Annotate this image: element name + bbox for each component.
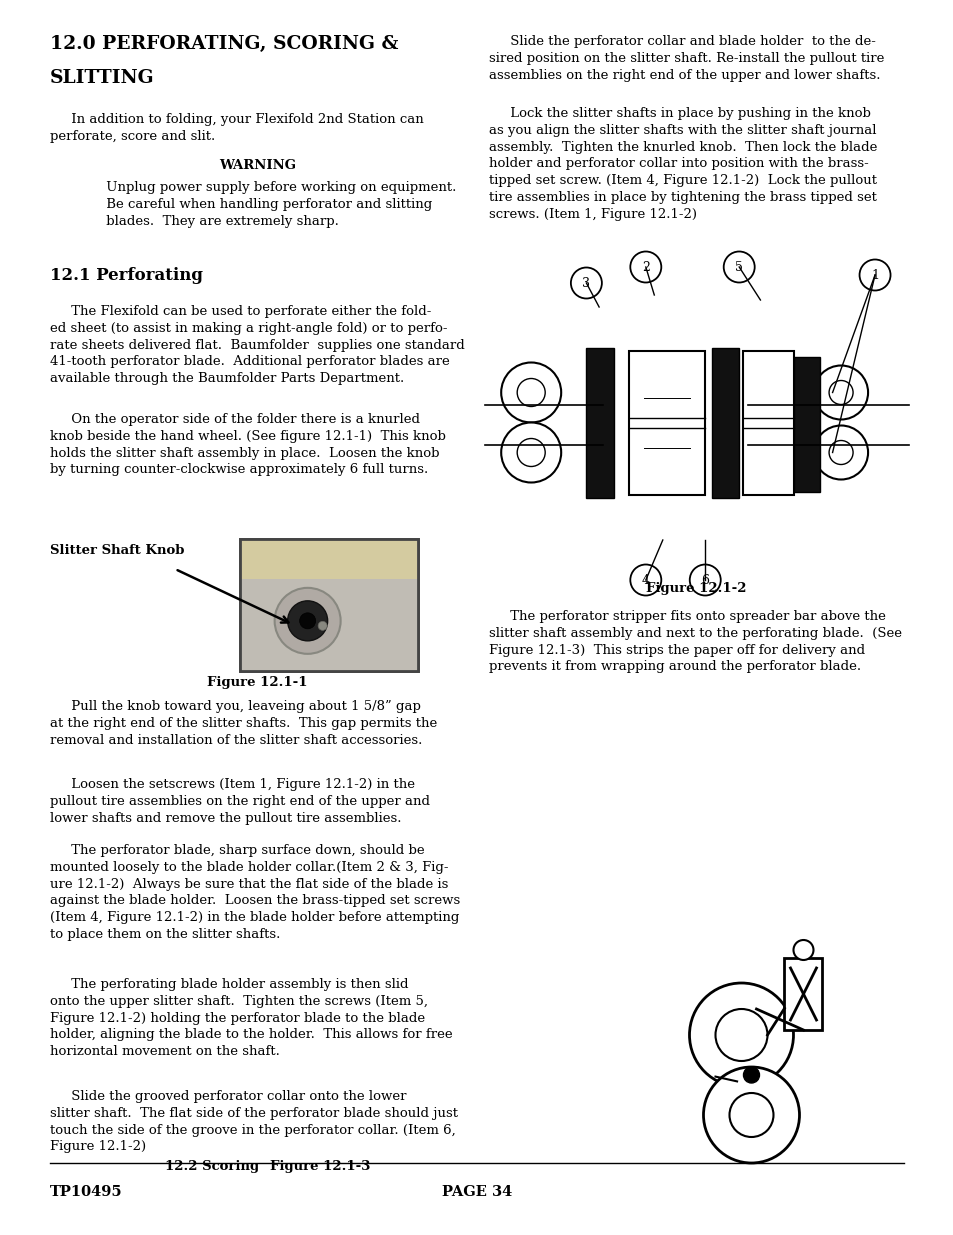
Text: 4: 4	[641, 573, 649, 587]
Bar	[628, 351, 704, 494]
Bar	[794, 357, 819, 492]
Bar	[240, 538, 417, 671]
Text: The perforator stripper fits onto spreader bar above the
slitter shaft assembly : The perforator stripper fits onto spread…	[489, 610, 902, 673]
Circle shape	[570, 268, 601, 299]
Text: Figure 12.1-1: Figure 12.1-1	[207, 676, 307, 689]
Text: TP10495: TP10495	[50, 1186, 123, 1199]
Text: In addition to folding, your Flexifold 2nd Station can
perforate, score and slit: In addition to folding, your Flexifold 2…	[50, 112, 423, 143]
Circle shape	[729, 1093, 773, 1137]
Bar	[240, 538, 417, 579]
Text: 5: 5	[735, 261, 742, 273]
Circle shape	[813, 366, 867, 420]
Circle shape	[828, 441, 852, 464]
Text: The perforating blade holder assembly is then slid
onto the upper slitter shaft.: The perforating blade holder assembly is…	[50, 978, 452, 1058]
Text: The perforator blade, sharp surface down, should be
mounted loosely to the blade: The perforator blade, sharp surface down…	[50, 844, 459, 941]
Text: 12.2 Scoring: 12.2 Scoring	[165, 1160, 259, 1173]
Text: Slitter Shaft Knob: Slitter Shaft Knob	[50, 543, 184, 557]
Text: Slide the perforator collar and blade holder  to the de-
sired position on the s: Slide the perforator collar and blade ho…	[489, 35, 884, 82]
Text: Unplug power supply before working on equipment.
     Be careful when handling p: Unplug power supply before working on eq…	[85, 182, 456, 227]
Bar	[240, 579, 417, 671]
Text: The Flexifold can be used to perforate either the fold-
ed sheet (to assist in m: The Flexifold can be used to perforate e…	[50, 305, 464, 385]
Circle shape	[500, 422, 560, 483]
Bar	[742, 351, 794, 494]
Circle shape	[317, 621, 327, 630]
Text: On the operator side of the folder there is a knurled
knob beside the hand wheel: On the operator side of the folder there…	[50, 412, 445, 477]
Text: WARNING: WARNING	[218, 159, 295, 172]
Text: 12.0 PERFORATING, SCORING &: 12.0 PERFORATING, SCORING &	[50, 35, 398, 53]
Circle shape	[742, 1067, 759, 1083]
Circle shape	[813, 426, 867, 479]
Circle shape	[517, 378, 544, 406]
Text: Pull the knob toward you, leaveing about 1 5/8” gap
at the right end of the slit: Pull the knob toward you, leaveing about…	[50, 700, 436, 747]
Text: 6: 6	[700, 573, 708, 587]
Circle shape	[517, 438, 544, 467]
Circle shape	[630, 252, 660, 283]
Circle shape	[288, 601, 327, 641]
Circle shape	[828, 380, 852, 405]
Circle shape	[299, 613, 315, 629]
Circle shape	[723, 252, 754, 283]
Bar	[240, 538, 417, 671]
Text: Figure 12.1-3: Figure 12.1-3	[270, 1160, 370, 1173]
Text: Lock the slitter shafts in place by pushing in the knob
as you align the slitter: Lock the slitter shafts in place by push…	[489, 107, 877, 221]
Bar	[783, 958, 821, 1030]
Circle shape	[689, 983, 793, 1087]
Circle shape	[859, 259, 889, 290]
Circle shape	[274, 588, 340, 653]
Circle shape	[702, 1067, 799, 1163]
Text: Slide the grooved perforator collar onto the lower
slitter shaft.  The flat side: Slide the grooved perforator collar onto…	[50, 1091, 457, 1153]
Text: 12.1 Perforating: 12.1 Perforating	[50, 267, 203, 284]
Text: PAGE 34: PAGE 34	[441, 1186, 512, 1199]
Circle shape	[630, 564, 660, 595]
Circle shape	[793, 940, 813, 960]
Circle shape	[689, 564, 720, 595]
Text: Loosen the setscrews (Item 1, Figure 12.1-2) in the
pullout tire assemblies on t: Loosen the setscrews (Item 1, Figure 12.…	[50, 778, 430, 825]
Text: SLITTING: SLITTING	[50, 69, 154, 86]
Circle shape	[500, 363, 560, 422]
Text: Figure 12.1-2: Figure 12.1-2	[646, 582, 746, 595]
Circle shape	[715, 1009, 766, 1061]
Text: 3: 3	[581, 277, 590, 289]
Bar	[711, 347, 739, 498]
Text: 2: 2	[641, 261, 649, 273]
Bar	[586, 347, 614, 498]
Text: 1: 1	[870, 268, 878, 282]
